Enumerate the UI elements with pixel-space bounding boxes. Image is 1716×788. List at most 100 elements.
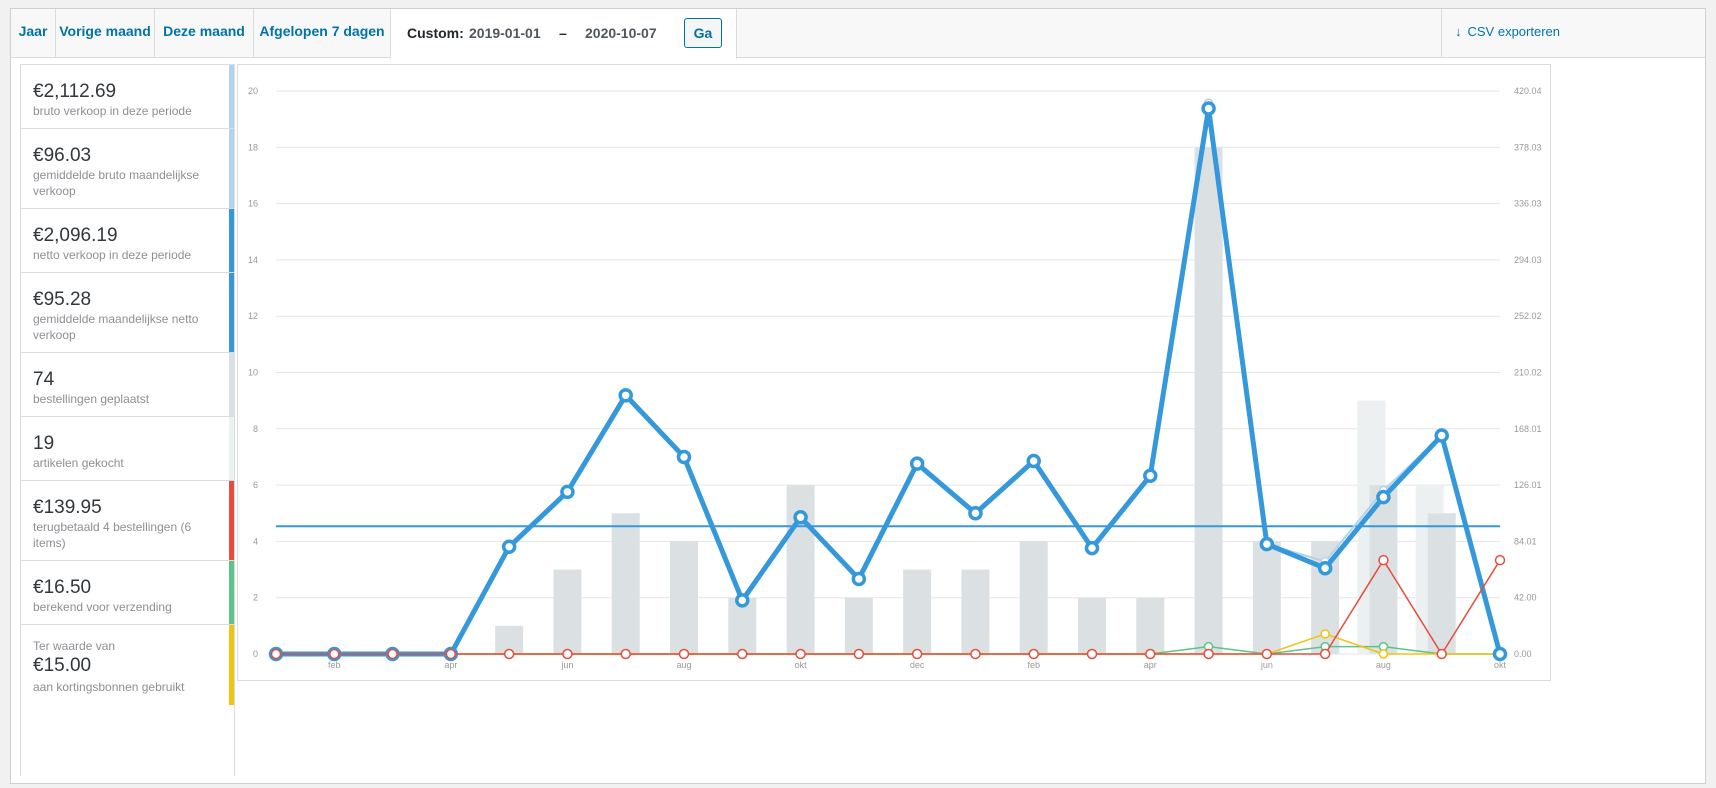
bar-orders [553, 569, 582, 654]
legend-label: terugbetaald 4 bestellingen (6 items) [33, 520, 192, 550]
legend-label: gemiddelde maandelijkse netto verkoop [33, 312, 199, 342]
refunds-point [1261, 648, 1273, 660]
export-label: CSV exporteren [1467, 24, 1561, 39]
custom-label: Custom: [407, 25, 464, 41]
x-tick-label: apr [1144, 660, 1157, 670]
legend-gross-sales[interactable]: €2,112.69 bruto verkoop in deze periode [21, 65, 234, 129]
date-separator: – [559, 25, 567, 41]
refunds-line [276, 559, 1501, 655]
y-left-tick-label: 2 [253, 593, 258, 603]
report-container: Jaar Vorige maand Deze maand Afgelopen 7… [10, 8, 1706, 784]
y-left-tick-label: 20 [248, 86, 258, 96]
coupons-point [1378, 649, 1389, 659]
y-right-tick-label: 42.00 [1514, 593, 1537, 603]
net-sales-point [909, 456, 925, 471]
net-sales-point [735, 593, 750, 608]
range-tabs: Jaar Vorige maand Deze maand Afgelopen 7… [11, 9, 1705, 59]
legend-orders[interactable]: 74 bestellingen geplaatst [21, 353, 234, 417]
y-right-tick-label: 252.02 [1514, 311, 1542, 321]
legend-color-bar [229, 209, 234, 272]
y-left-tick-label: 16 [248, 199, 258, 209]
refunds-point [445, 648, 457, 660]
bar-orders [1136, 597, 1165, 654]
net-sales-point [851, 571, 867, 587]
legend-value: €139.95 [33, 497, 102, 518]
bar-orders [961, 569, 990, 654]
legend-label: bestellingen geplaatst [33, 392, 150, 406]
net-sales-point [1259, 536, 1275, 552]
x-tick-label: feb [1027, 660, 1040, 670]
x-tick-label: apr [444, 660, 457, 670]
go-button[interactable]: Ga [684, 18, 722, 48]
legend-items[interactable]: 19 artikelen gekocht [21, 417, 234, 481]
legend-coupons[interactable]: Ter waarde van €15.00 aan kortingsbonnen… [21, 625, 234, 705]
start-date-input[interactable]: 2019-01-01 [469, 25, 541, 41]
refunds-point [270, 648, 282, 660]
export-csv-link[interactable]: ↓ CSV exporteren [1441, 9, 1565, 57]
custom-range: Custom: 2019-01-01 – 2020-10-07 Ga [391, 9, 737, 59]
tab-this-month[interactable]: Deze maand [155, 9, 254, 57]
legend-average-net[interactable]: €95.28 gemiddelde maandelijkse netto ver… [21, 273, 234, 353]
x-tick-label: jun [1260, 660, 1273, 670]
legend-color-bar [229, 65, 234, 128]
legend-value: €16.50 [33, 577, 92, 598]
y-right-tick-label: 168.01 [1514, 424, 1542, 434]
x-tick-label: okt [1494, 660, 1507, 670]
refunds-point [329, 648, 340, 660]
legend-value: €15.00 [33, 655, 92, 676]
download-arrow-icon: ↓ [1455, 24, 1462, 39]
y-right-tick-label: 378.03 [1514, 142, 1542, 152]
y-left-tick-label: 10 [248, 368, 258, 378]
net-sales-point [1317, 560, 1333, 576]
y-right-tick-label: 0.00 [1514, 649, 1532, 659]
x-tick-label: aug [1376, 660, 1391, 670]
bar-orders [1369, 485, 1398, 654]
legend-average-gross[interactable]: €96.03 gemiddelde bruto maandelijkse ver… [21, 129, 234, 209]
legend-net-sales[interactable]: €2,096.19 netto verkoop in deze periode [21, 209, 234, 273]
tab-year[interactable]: Jaar [11, 9, 56, 57]
tab-last-7-days[interactable]: Afgelopen 7 dagen [254, 9, 391, 57]
bar-orders [670, 541, 698, 654]
refunds-point [737, 648, 748, 660]
x-tick-label: aug [676, 660, 691, 670]
net-sales-point [676, 449, 692, 465]
chart-legend: €2,112.69 bruto verkoop in deze periode … [20, 64, 235, 776]
legend-label: netto verkoop in deze periode [33, 248, 192, 262]
x-tick-label: jun [560, 660, 573, 670]
net-sales-point [560, 484, 575, 500]
x-tick-label: feb [328, 660, 341, 670]
y-left-tick-label: 6 [253, 480, 258, 490]
bar-orders [611, 513, 640, 654]
refunds-point [1145, 648, 1156, 660]
refunds-point [970, 648, 981, 660]
legend-color-bar [229, 273, 234, 352]
legend-refunds[interactable]: €139.95 terugbetaald 4 bestellingen (6 i… [21, 481, 234, 561]
refunds-point [503, 648, 515, 660]
y-right-tick-label: 294.03 [1514, 255, 1542, 265]
x-tick-label: dec [910, 660, 925, 670]
end-date-input[interactable]: 2020-10-07 [585, 25, 657, 41]
bar-orders [1019, 541, 1048, 654]
refunds-point [1028, 648, 1039, 660]
net-sales-point [1084, 540, 1100, 556]
refunds-point [853, 648, 865, 660]
legend-label: gemiddelde bruto maandelijkse verkoop [33, 168, 200, 198]
legend-label: artikelen gekocht [33, 456, 124, 470]
x-tick-label: okt [795, 660, 808, 670]
legend-color-bar [229, 353, 234, 416]
refunds-point [1378, 554, 1389, 566]
y-left-tick-label: 12 [248, 311, 258, 321]
legend-label: bruto verkoop in deze periode [33, 104, 192, 118]
tab-last-month[interactable]: Vorige maand [56, 9, 155, 57]
y-left-tick-label: 0 [253, 649, 258, 659]
y-left-tick-label: 14 [248, 255, 258, 265]
y-right-tick-label: 126.01 [1514, 480, 1542, 490]
legend-shipping[interactable]: €16.50 berekend voor verzending [21, 561, 234, 625]
refunds-point [1086, 648, 1098, 660]
legend-value: €96.03 [33, 145, 92, 166]
legend-color-bar [229, 625, 234, 705]
y-right-tick-label: 420.04 [1514, 86, 1542, 96]
net-sales-line [276, 105, 1503, 657]
legend-value: €2,112.69 [33, 81, 117, 102]
net-sales-point [1376, 489, 1391, 505]
